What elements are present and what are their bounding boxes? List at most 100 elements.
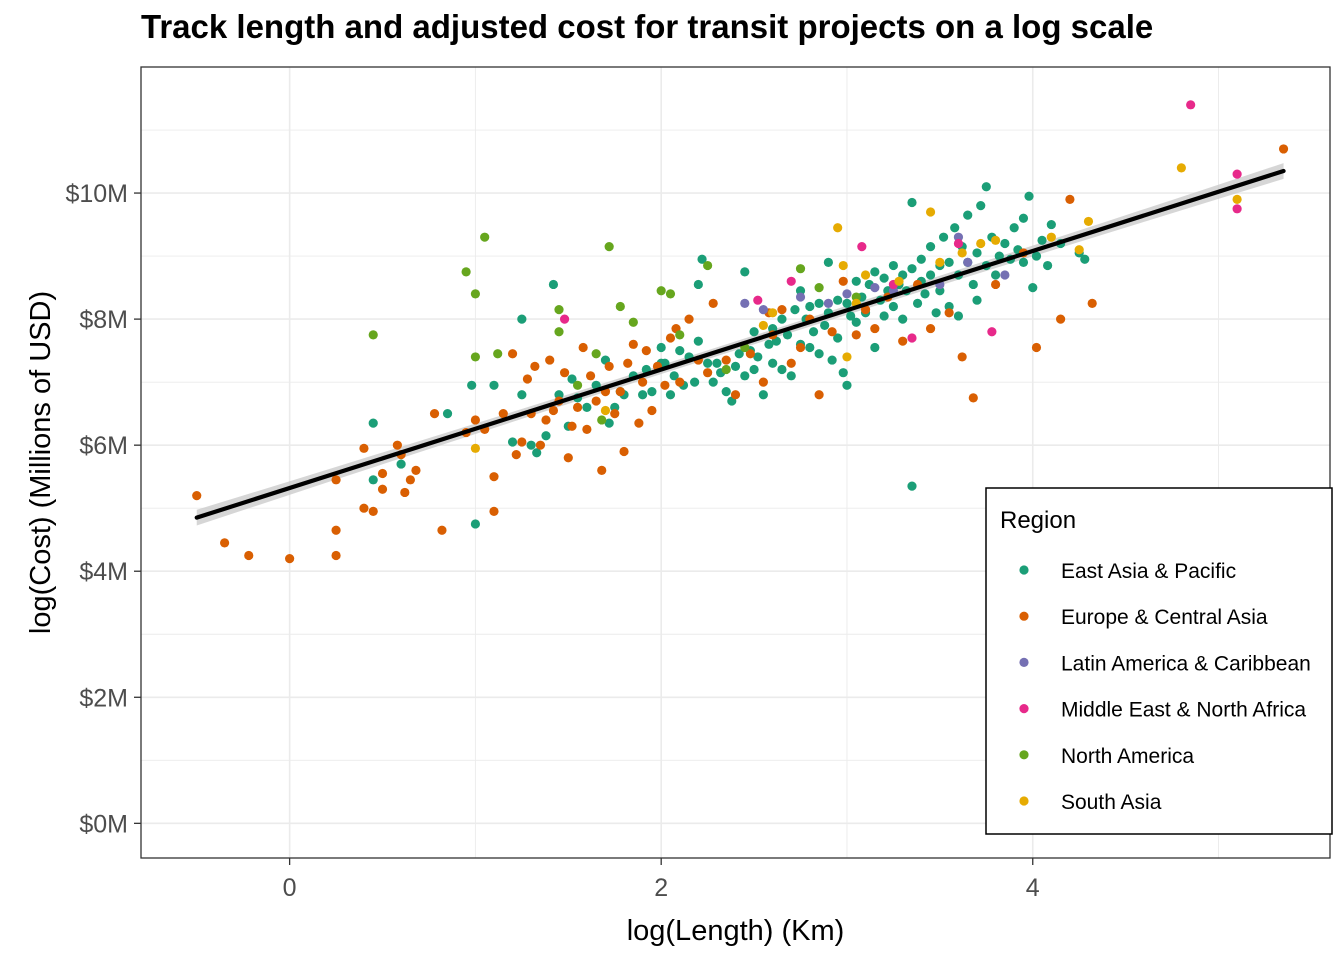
data-point-series-1 xyxy=(860,305,871,315)
data-point-series-1 xyxy=(615,386,625,397)
data-point-series-0 xyxy=(814,298,824,308)
data-point-series-1 xyxy=(660,380,670,390)
data-point-series-1 xyxy=(498,409,508,419)
data-point-series-0 xyxy=(675,346,685,356)
data-point-series-0 xyxy=(1043,260,1053,271)
data-point-series-1 xyxy=(870,323,880,334)
data-point-series-0 xyxy=(976,201,986,211)
data-point-series-0 xyxy=(795,286,806,296)
data-point-series-1 xyxy=(548,405,559,416)
data-point-series-0 xyxy=(916,254,926,264)
data-point-series-0 xyxy=(730,361,741,371)
legend-key-0 xyxy=(1019,565,1029,575)
data-point-series-0 xyxy=(846,311,856,321)
data-point-series-1 xyxy=(684,314,694,324)
data-point-series-1 xyxy=(359,503,369,513)
legend-label-5: South Asia xyxy=(1061,791,1162,814)
legend-key-1 xyxy=(1019,611,1029,621)
data-point-series-1 xyxy=(392,440,402,450)
data-point-series-1 xyxy=(968,393,978,403)
data-point-series-1 xyxy=(377,484,388,494)
plot-frame xyxy=(140,66,1331,859)
data-point-series-0 xyxy=(753,352,763,362)
data-point-series-0 xyxy=(972,295,982,305)
data-point-series-1 xyxy=(703,368,713,378)
data-point-series-3 xyxy=(559,314,570,324)
data-point-series-0 xyxy=(1009,223,1019,233)
data-point-series-2 xyxy=(1000,270,1010,280)
data-point-series-0 xyxy=(950,223,960,233)
data-point-series-2 xyxy=(795,292,806,302)
data-point-series-4 xyxy=(814,282,824,293)
data-point-series-0 xyxy=(870,342,880,353)
data-point-series-0 xyxy=(931,308,941,318)
data-point-series-4 xyxy=(554,327,564,337)
data-point-series-1 xyxy=(429,409,440,419)
data-point-series-0 xyxy=(721,386,731,397)
data-point-series-3 xyxy=(907,333,917,343)
data-point-series-1 xyxy=(511,450,521,460)
data-point-series-0 xyxy=(582,402,592,412)
data-point-series-5 xyxy=(1074,245,1084,255)
data-point-series-1 xyxy=(507,349,518,359)
data-point-series-0 xyxy=(814,349,824,359)
data-point-series-1 xyxy=(220,538,230,548)
legend-label-2: Latin America & Caribbean xyxy=(1061,652,1311,675)
data-point-series-2 xyxy=(953,232,964,242)
legend-label-4: North America xyxy=(1061,745,1194,768)
data-point-series-4 xyxy=(675,330,685,340)
data-point-series-1 xyxy=(957,352,967,362)
data-point-series-5 xyxy=(470,443,481,453)
data-point-series-1 xyxy=(582,424,592,435)
data-point-series-1 xyxy=(1087,298,1097,308)
data-point-series-0 xyxy=(697,254,707,264)
data-point-series-0 xyxy=(638,390,648,400)
data-point-series-0 xyxy=(526,440,536,450)
data-point-series-0 xyxy=(1046,219,1056,230)
data-point-series-3 xyxy=(1232,169,1242,179)
data-point-series-1 xyxy=(368,506,378,516)
data-point-series-0 xyxy=(768,358,778,368)
data-point-series-0 xyxy=(777,314,787,324)
data-point-series-1 xyxy=(572,402,583,412)
data-point-series-0 xyxy=(690,377,700,387)
data-point-series-0 xyxy=(368,475,378,485)
data-point-series-0 xyxy=(467,380,477,390)
data-point-series-0 xyxy=(1000,238,1010,249)
data-point-series-1 xyxy=(634,418,644,428)
data-point-series-1 xyxy=(786,358,796,368)
data-point-series-1 xyxy=(244,550,254,561)
data-point-series-1 xyxy=(331,550,341,561)
data-point-series-1 xyxy=(400,487,410,498)
data-point-series-1 xyxy=(638,377,648,387)
data-point-series-0 xyxy=(851,276,861,286)
data-point-series-0 xyxy=(888,301,899,312)
x-tick-label: 2 xyxy=(654,874,668,902)
legend-title: Region xyxy=(1000,507,1076,534)
y-tick-label: $8M xyxy=(79,306,128,334)
data-point-series-0 xyxy=(532,448,542,458)
data-point-series-1 xyxy=(641,346,651,356)
data-point-series-0 xyxy=(972,248,982,258)
data-point-series-4 xyxy=(470,352,481,362)
data-point-series-2 xyxy=(758,305,768,315)
legend-label-3: Middle East & North Africa xyxy=(1061,699,1306,722)
data-point-series-1 xyxy=(567,421,577,431)
data-point-series-0 xyxy=(912,298,923,308)
data-point-series-1 xyxy=(675,377,685,387)
data-point-series-0 xyxy=(507,437,518,447)
data-point-series-1 xyxy=(758,377,768,387)
data-point-series-1 xyxy=(730,390,741,400)
data-point-series-0 xyxy=(368,418,378,428)
data-point-series-1 xyxy=(827,327,837,337)
y-tick-label: $10M xyxy=(65,180,128,208)
data-point-series-1 xyxy=(990,279,1001,290)
legend-label-0: East Asia & Pacific xyxy=(1061,560,1236,583)
data-point-series-1 xyxy=(522,374,533,384)
data-point-series-0 xyxy=(1028,282,1038,293)
data-point-series-1 xyxy=(721,355,731,365)
data-point-series-0 xyxy=(541,431,551,441)
data-point-series-5 xyxy=(1083,216,1094,227)
data-point-series-1 xyxy=(647,405,657,416)
data-point-series-1 xyxy=(665,333,676,343)
